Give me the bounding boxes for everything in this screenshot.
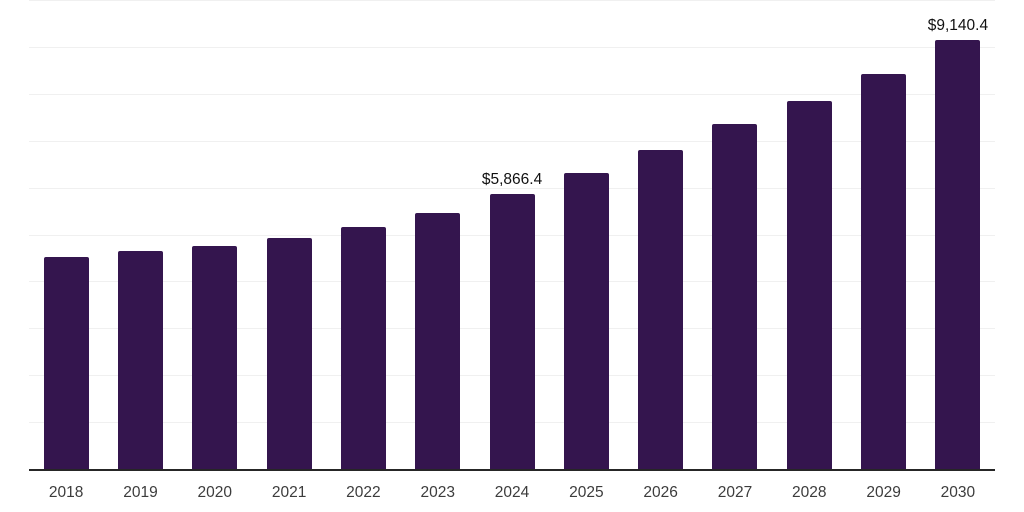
x-tick-label: 2030 bbox=[940, 484, 976, 501]
x-tick-label: 2028 bbox=[792, 484, 827, 501]
x-tick-label: 2020 bbox=[197, 484, 233, 501]
x-tick-label: 2024 bbox=[494, 484, 530, 501]
x-tick-label: 2026 bbox=[643, 484, 678, 501]
x-tick-label: 2019 bbox=[123, 484, 158, 501]
bar-2018 bbox=[43, 257, 89, 469]
x-tick-label: 2023 bbox=[420, 484, 455, 501]
bar-slot bbox=[178, 0, 252, 469]
bar-slot bbox=[846, 0, 920, 469]
bar-slot bbox=[624, 0, 698, 469]
bar-2022 bbox=[340, 227, 386, 469]
bar-2024 bbox=[489, 193, 535, 469]
x-tick-label: 2029 bbox=[866, 484, 901, 501]
x-tick-label: 2018 bbox=[48, 484, 84, 501]
bars: $5,866.4 $9,140.4 bbox=[29, 0, 995, 469]
bar-slot bbox=[103, 0, 177, 469]
x-tick-label: 2021 bbox=[271, 484, 307, 501]
gridline bbox=[29, 46, 995, 48]
data-label: $5,866.4 bbox=[481, 170, 543, 188]
bar-slot bbox=[29, 0, 103, 469]
x-tick-label: 2027 bbox=[717, 484, 753, 501]
bar-2025 bbox=[563, 173, 609, 469]
data-label: $9,140.4 bbox=[927, 17, 989, 35]
bar-slot bbox=[549, 0, 623, 469]
bar-2027 bbox=[712, 123, 758, 469]
bar-slot bbox=[772, 0, 846, 469]
bar-2020 bbox=[192, 246, 238, 469]
bar-slot bbox=[326, 0, 400, 469]
gridline bbox=[29, 187, 995, 189]
bar-slot: $5,866.4 bbox=[475, 0, 549, 469]
bar-2026 bbox=[638, 150, 684, 469]
bar-2021 bbox=[266, 237, 312, 469]
bar-2019 bbox=[117, 250, 163, 469]
x-tick-label: 2025 bbox=[569, 484, 604, 501]
gridline bbox=[29, 93, 995, 95]
bar-slot bbox=[401, 0, 475, 469]
bar-slot bbox=[698, 0, 772, 469]
bar-2028 bbox=[786, 100, 832, 469]
gridline bbox=[29, 140, 995, 142]
bar-2023 bbox=[415, 212, 461, 469]
x-tick-label: 2022 bbox=[346, 484, 381, 501]
bar-2030 bbox=[935, 40, 981, 469]
bar-2029 bbox=[861, 74, 907, 469]
x-axis-labels: 2018 2019 2020 2021 2022 2023 2024 2025 2026 2027… bbox=[29, 484, 995, 502]
bar-slot bbox=[252, 0, 326, 469]
bar-slot: $9,140.4 bbox=[921, 0, 995, 469]
plot-area: $5,866.4 $9,140.4 bbox=[29, 0, 995, 471]
gridline bbox=[29, 0, 995, 1]
